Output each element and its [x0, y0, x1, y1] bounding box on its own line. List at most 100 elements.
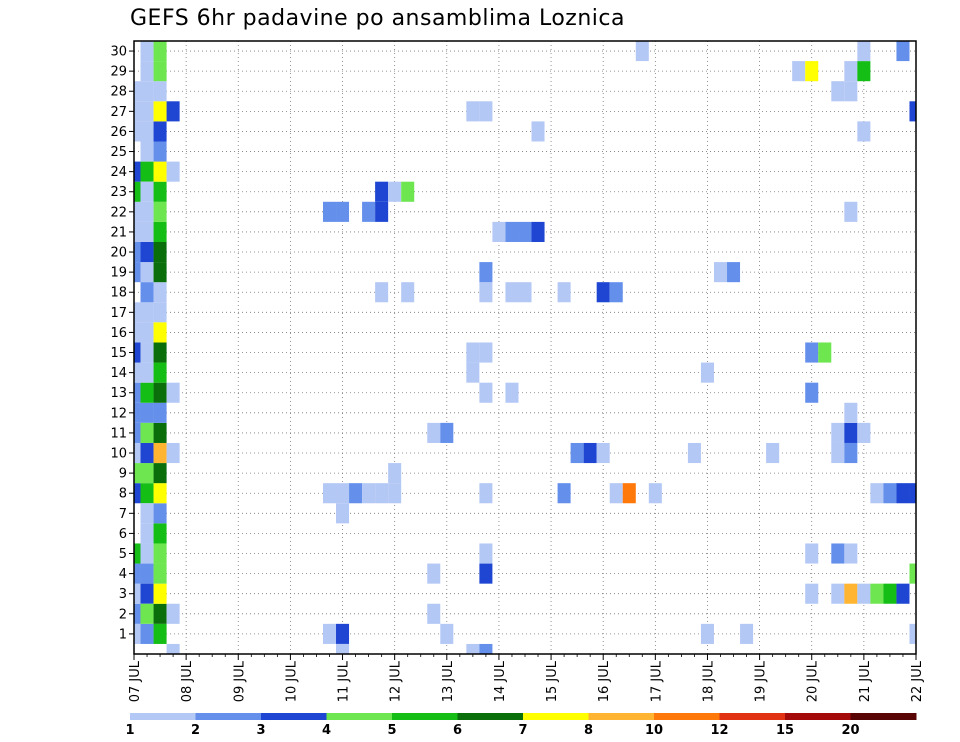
heatmap-cell: [134, 81, 141, 102]
y-tick-label: 3: [119, 587, 127, 602]
plot-frame: [133, 40, 917, 655]
legend-swatch: [195, 713, 262, 720]
heatmap-cell: [609, 483, 623, 504]
y-tick-label: 19: [110, 266, 127, 281]
heatmap-cell: [140, 382, 154, 403]
heatmap-cell: [401, 181, 415, 202]
heatmap-cell: [140, 322, 154, 343]
grid-lines: [134, 41, 916, 654]
heatmap-cell: [153, 463, 167, 484]
y-tick-label: 6: [119, 527, 127, 542]
heatmap-cell: [134, 121, 141, 142]
heatmap-cell: [505, 221, 519, 242]
heatmap-cell: [134, 422, 141, 443]
heatmap-cell: [140, 241, 154, 263]
heatmap-cell: [140, 41, 154, 62]
heatmap-cell: [140, 442, 154, 464]
heatmap-cell: [140, 523, 154, 544]
heatmap-cell: [492, 221, 506, 242]
heatmap-cell: [375, 181, 389, 202]
y-tick-label: 13: [110, 386, 127, 401]
heatmap-cell: [505, 282, 519, 303]
heatmap-cell: [153, 503, 167, 524]
legend-swatch: [588, 713, 655, 720]
heatmap-cell: [479, 282, 493, 303]
heatmap-cell: [805, 342, 819, 363]
heatmap-cell: [140, 342, 154, 363]
heatmap-cell: [153, 241, 167, 263]
heatmap-cell: [140, 623, 154, 644]
legend-label: 2: [191, 723, 200, 738]
heatmap-cell: [140, 422, 154, 443]
heatmap-cell: [687, 442, 701, 464]
x-tick-label: 09 JUL: [232, 660, 247, 702]
heatmap-cell: [134, 442, 141, 464]
heatmap-cell: [479, 262, 493, 283]
heatmap-cells: [134, 41, 916, 654]
y-tick-label: 7: [119, 507, 127, 522]
heatmap-cell: [479, 101, 493, 122]
y-tick-label: 28: [110, 85, 127, 100]
heatmap-cell: [153, 442, 167, 464]
heatmap-cell: [557, 282, 571, 303]
heatmap-cell: [153, 41, 167, 62]
heatmap-cell: [427, 603, 441, 624]
y-tick-label: 15: [110, 346, 127, 361]
heatmap-cell: [596, 282, 610, 303]
legend-label: 1: [125, 723, 134, 738]
heatmap-cell: [792, 61, 806, 82]
heatmap-cell: [134, 101, 141, 122]
legend-swatch: [457, 713, 524, 720]
heatmap-cell: [140, 81, 154, 102]
y-tick-label: 12: [110, 406, 127, 421]
y-tick-label: 26: [110, 125, 127, 140]
heatmap-cell: [766, 442, 780, 464]
heatmap-cell: [740, 623, 754, 644]
legend-label: 5: [387, 723, 396, 738]
y-tick-label: 14: [110, 366, 127, 381]
heatmap-cell: [153, 483, 167, 504]
heatmap-cell: [153, 101, 167, 122]
heatmap-cell: [713, 262, 728, 283]
y-tick-label: 23: [110, 185, 127, 200]
legend-label: 8: [584, 723, 593, 738]
heatmap-cell: [557, 483, 571, 504]
y-tick-label: 8: [119, 487, 127, 502]
heatmap-cell: [388, 463, 402, 484]
y-tick-label: 1: [119, 627, 127, 642]
heatmap-cell: [153, 221, 167, 242]
y-tick-label: 21: [110, 225, 127, 240]
heatmap-cell: [153, 342, 167, 363]
heatmap-cell: [140, 121, 154, 142]
legend-swatch: [654, 713, 720, 720]
legend-swatch: [785, 713, 851, 720]
heatmap-cell: [466, 342, 480, 363]
legend-label: 20: [841, 723, 859, 738]
x-tick-label: 16 JUL: [597, 660, 612, 702]
x-tick-label: 08 JUL: [180, 660, 195, 702]
heatmap-cell: [518, 221, 532, 242]
heatmap-cell: [531, 121, 545, 142]
y-tick-label: 11: [110, 426, 127, 441]
heatmap-cell: [134, 402, 141, 423]
heatmap-cell: [166, 643, 180, 654]
heatmap-cell: [322, 623, 337, 644]
heatmap-cell: [134, 241, 141, 263]
heatmap-cell: [166, 101, 180, 122]
heatmap-cell: [322, 483, 337, 504]
heatmap-cell: [648, 483, 662, 504]
heatmap-cell: [427, 563, 441, 584]
heatmap-cell: [153, 141, 167, 162]
legend-label: 4: [322, 723, 331, 738]
legend-label: 3: [256, 723, 265, 738]
heatmap-cell: [844, 81, 858, 102]
heatmap-cell: [831, 442, 845, 464]
heatmap-cell: [134, 463, 141, 484]
heatmap-cell: [153, 121, 167, 142]
heatmap-cell: [844, 583, 858, 604]
heatmap-cell: [140, 583, 154, 604]
heatmap-cell: [844, 402, 858, 423]
y-tick-label: 17: [110, 306, 127, 321]
heatmap-cell: [440, 422, 454, 443]
